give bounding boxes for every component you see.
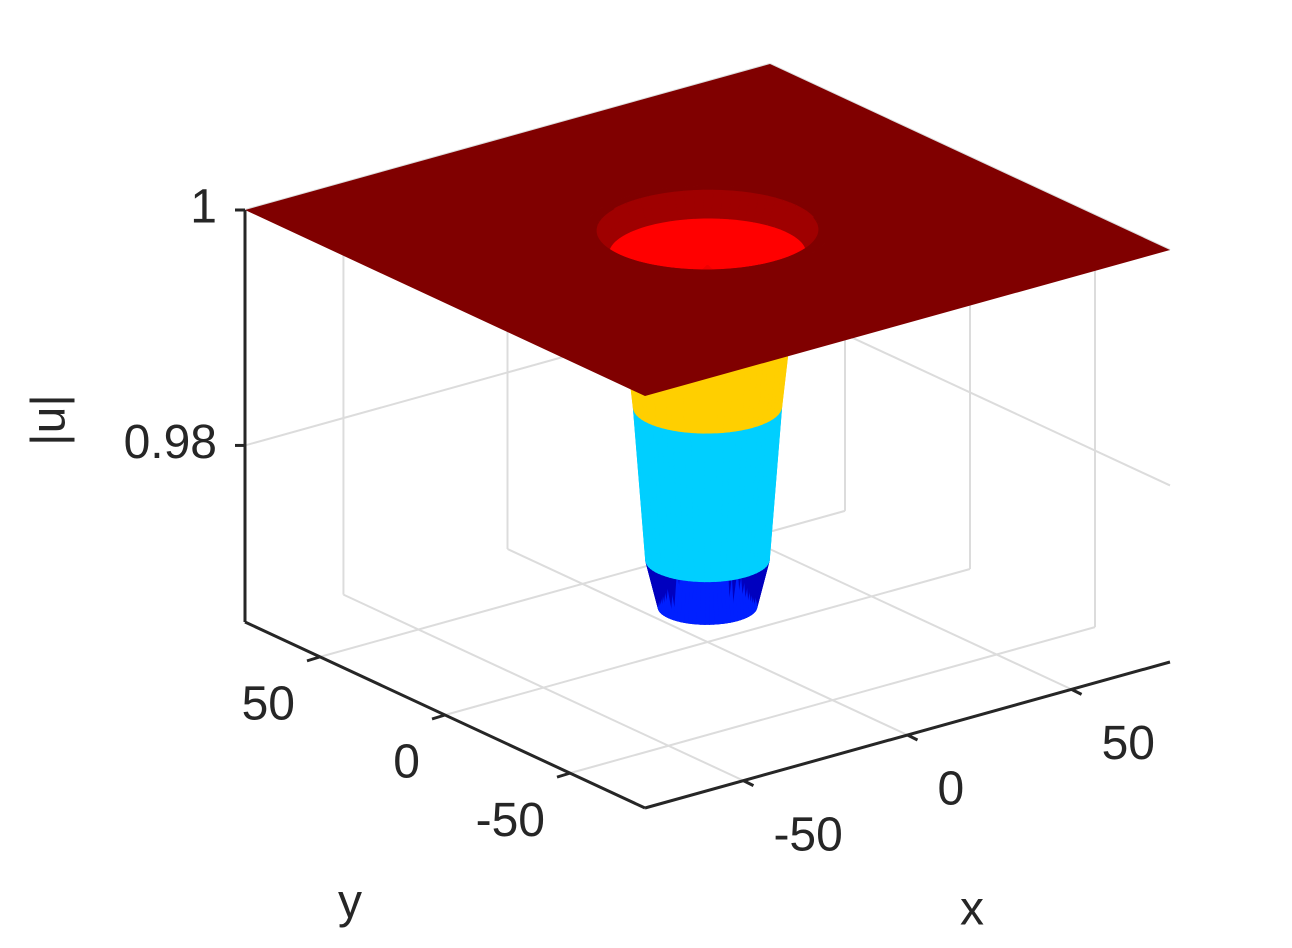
surface-facet <box>703 432 711 583</box>
surface-facet <box>712 185 725 191</box>
y-axis-label: y <box>338 876 362 929</box>
surface-facet <box>679 268 694 275</box>
y-tick-label: -50 <box>476 794 545 847</box>
surface-facet <box>697 432 705 583</box>
z-axis-label: |u| <box>23 394 76 446</box>
surface-facet <box>583 224 598 230</box>
surface-facet <box>709 432 718 583</box>
x-tick <box>906 733 919 742</box>
surface-facet <box>818 227 832 232</box>
grid-line <box>444 568 971 716</box>
grid-line <box>569 626 1096 775</box>
x-tick-label: 0 <box>938 763 965 816</box>
x-tick-label: -50 <box>773 808 842 861</box>
y-tick <box>556 771 571 779</box>
y-tick-label: 0 <box>393 736 420 789</box>
surface-facet <box>701 269 713 275</box>
surface-facet <box>711 217 722 271</box>
axes: 0.98 1 -50 0 50 -50 0 50 <box>124 181 1171 861</box>
x-axis-label: x <box>960 883 984 936</box>
surface-facet <box>817 223 832 229</box>
y-tick <box>306 655 321 663</box>
y-tick <box>431 713 446 721</box>
surface-facet <box>690 269 703 275</box>
z-tick-label: 1 <box>190 181 217 234</box>
surface-facet <box>721 268 735 275</box>
x-tick-label: 50 <box>1102 717 1155 770</box>
y-tick-label: 50 <box>242 678 295 731</box>
x-tick <box>1070 688 1083 696</box>
surface <box>245 64 1170 625</box>
x-tick <box>742 779 755 787</box>
surface-facet <box>703 217 713 271</box>
surface-facet <box>711 269 724 275</box>
surface-facet <box>702 185 714 191</box>
surface-plane <box>245 64 1170 396</box>
surface-facet <box>702 189 714 219</box>
z-tick-label: 0.98 <box>124 416 217 469</box>
